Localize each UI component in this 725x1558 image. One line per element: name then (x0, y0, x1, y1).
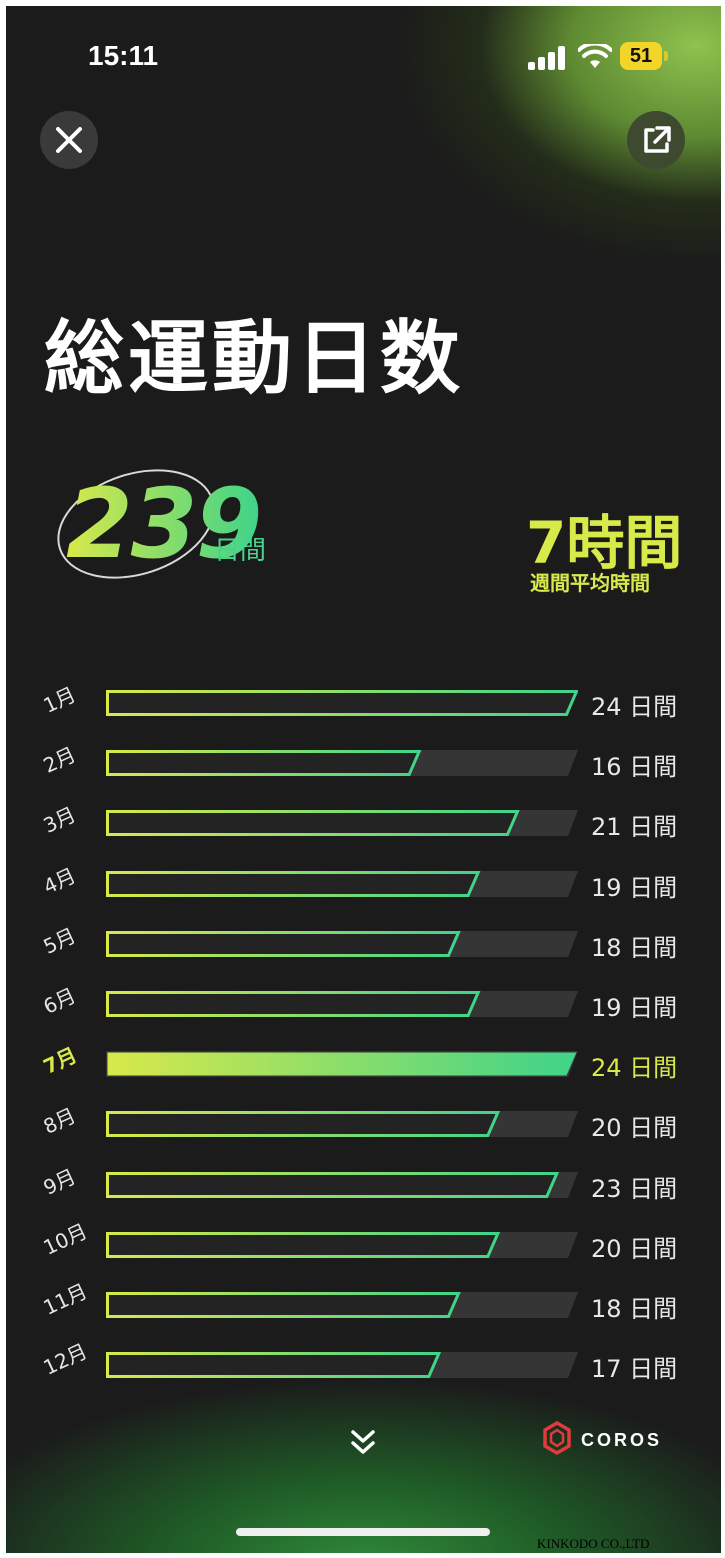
bar-value-label: 23 日間 (591, 1174, 678, 1203)
battery-icon: 51 (620, 42, 668, 70)
chart-row: 12月 17 日間 (6, 1339, 721, 1389)
chart-row: 5月 18 日間 (6, 923, 721, 968)
month-label: 2月 (39, 742, 80, 778)
watermark: KINKODO CO.,LTD (537, 1536, 650, 1551)
wifi-icon (578, 44, 612, 68)
bar-value-label: 20 日間 (591, 1114, 678, 1143)
weekly-average-label: 週間平均時間 (530, 571, 650, 595)
bar-3 (106, 810, 520, 837)
page-title: 総運動日数 (44, 312, 464, 405)
share-icon (644, 126, 671, 153)
bar-value-label: 18 日間 (591, 1295, 678, 1323)
bar-track (106, 991, 578, 1017)
bar-value-label: 17 日間 (591, 1355, 678, 1384)
bar-value-label: 20 日間 (591, 1234, 678, 1263)
battery-level: 51 (629, 45, 653, 67)
bar-value-label: 24 日間 (591, 693, 678, 721)
bar-value-label: 24 日間 (591, 1054, 678, 1083)
bar-7 (107, 1052, 577, 1076)
chart-row: 4月 19 日間 (6, 863, 721, 908)
month-label: 7月 (39, 1042, 81, 1079)
bar-5 (106, 930, 461, 957)
screen: 15:11 51 総運動日数 239 日間 7時間 週間平均時間 1月 24 日間… (6, 6, 721, 1553)
month-label: 11月 (39, 1278, 91, 1320)
bar-2 (106, 750, 422, 777)
bar-track (106, 690, 578, 716)
coros-logo: COROS (543, 1420, 662, 1456)
month-label: 3月 (39, 802, 80, 839)
month-label: 12月 (39, 1338, 91, 1380)
bar-track (106, 1111, 578, 1138)
bar-9 (106, 1171, 560, 1198)
month-label: 9月 (39, 1163, 80, 1200)
chart-row: 9月 23 日間 (6, 1164, 721, 1209)
scroll-down-icon[interactable] (345, 1424, 381, 1460)
bar-track (106, 1171, 578, 1198)
bar-track (106, 1292, 578, 1318)
month-label: 4月 (39, 862, 80, 899)
bar-track (106, 870, 578, 897)
status-time: 15:11 (88, 40, 159, 71)
bar-value-label: 19 日間 (591, 873, 678, 902)
bar-track (106, 810, 578, 837)
bar-track (106, 930, 578, 957)
total-ring-decoration (57, 469, 215, 579)
chart-row: 1月 24 日間 (6, 682, 721, 727)
total-days-value: 239 (66, 468, 262, 580)
total-days-unit: 日間 (214, 536, 267, 566)
home-indicator[interactable] (236, 1528, 490, 1536)
bar-value-label: 21 日間 (591, 813, 678, 842)
bar-track (106, 1352, 578, 1379)
month-label: 10月 (39, 1218, 91, 1260)
bar-track (106, 1231, 578, 1258)
bar-track (106, 750, 578, 777)
chart-row: 6月 19 日間 (6, 983, 721, 1028)
bar-1 (106, 690, 578, 716)
bar-11 (106, 1292, 461, 1318)
signal-icon (528, 46, 565, 70)
month-label: 1月 (39, 682, 80, 718)
close-icon (56, 127, 82, 153)
chart-row: 8月 20 日間 (6, 1104, 721, 1148)
bar-10 (106, 1231, 501, 1258)
chart-row: 3月 21 日間 (6, 803, 721, 847)
chart-row: 10月 20 日間 (6, 1219, 721, 1269)
weekly-average-value: 7時間 (526, 509, 683, 577)
month-label: 8月 (39, 1103, 80, 1140)
bar-value-label: 18 日間 (591, 933, 678, 962)
bar-track (106, 1051, 578, 1078)
chart-row: 7月 24 日間 (6, 1043, 721, 1088)
bar-value-label: 16 日間 (591, 753, 678, 782)
bar-4 (106, 870, 481, 897)
bar-value-label: 19 日間 (591, 994, 678, 1022)
chart-row: 2月 16 日間 (6, 742, 721, 787)
share-button[interactable] (627, 111, 685, 169)
month-label: 6月 (39, 983, 80, 1019)
month-label: 5月 (39, 922, 80, 959)
coros-wordmark: COROS (581, 1430, 662, 1450)
close-button[interactable] (40, 111, 98, 169)
bar-8 (106, 1111, 501, 1138)
bar-12 (106, 1352, 442, 1379)
chart-row: 11月 18 日間 (6, 1279, 721, 1329)
bar-6 (106, 991, 481, 1017)
